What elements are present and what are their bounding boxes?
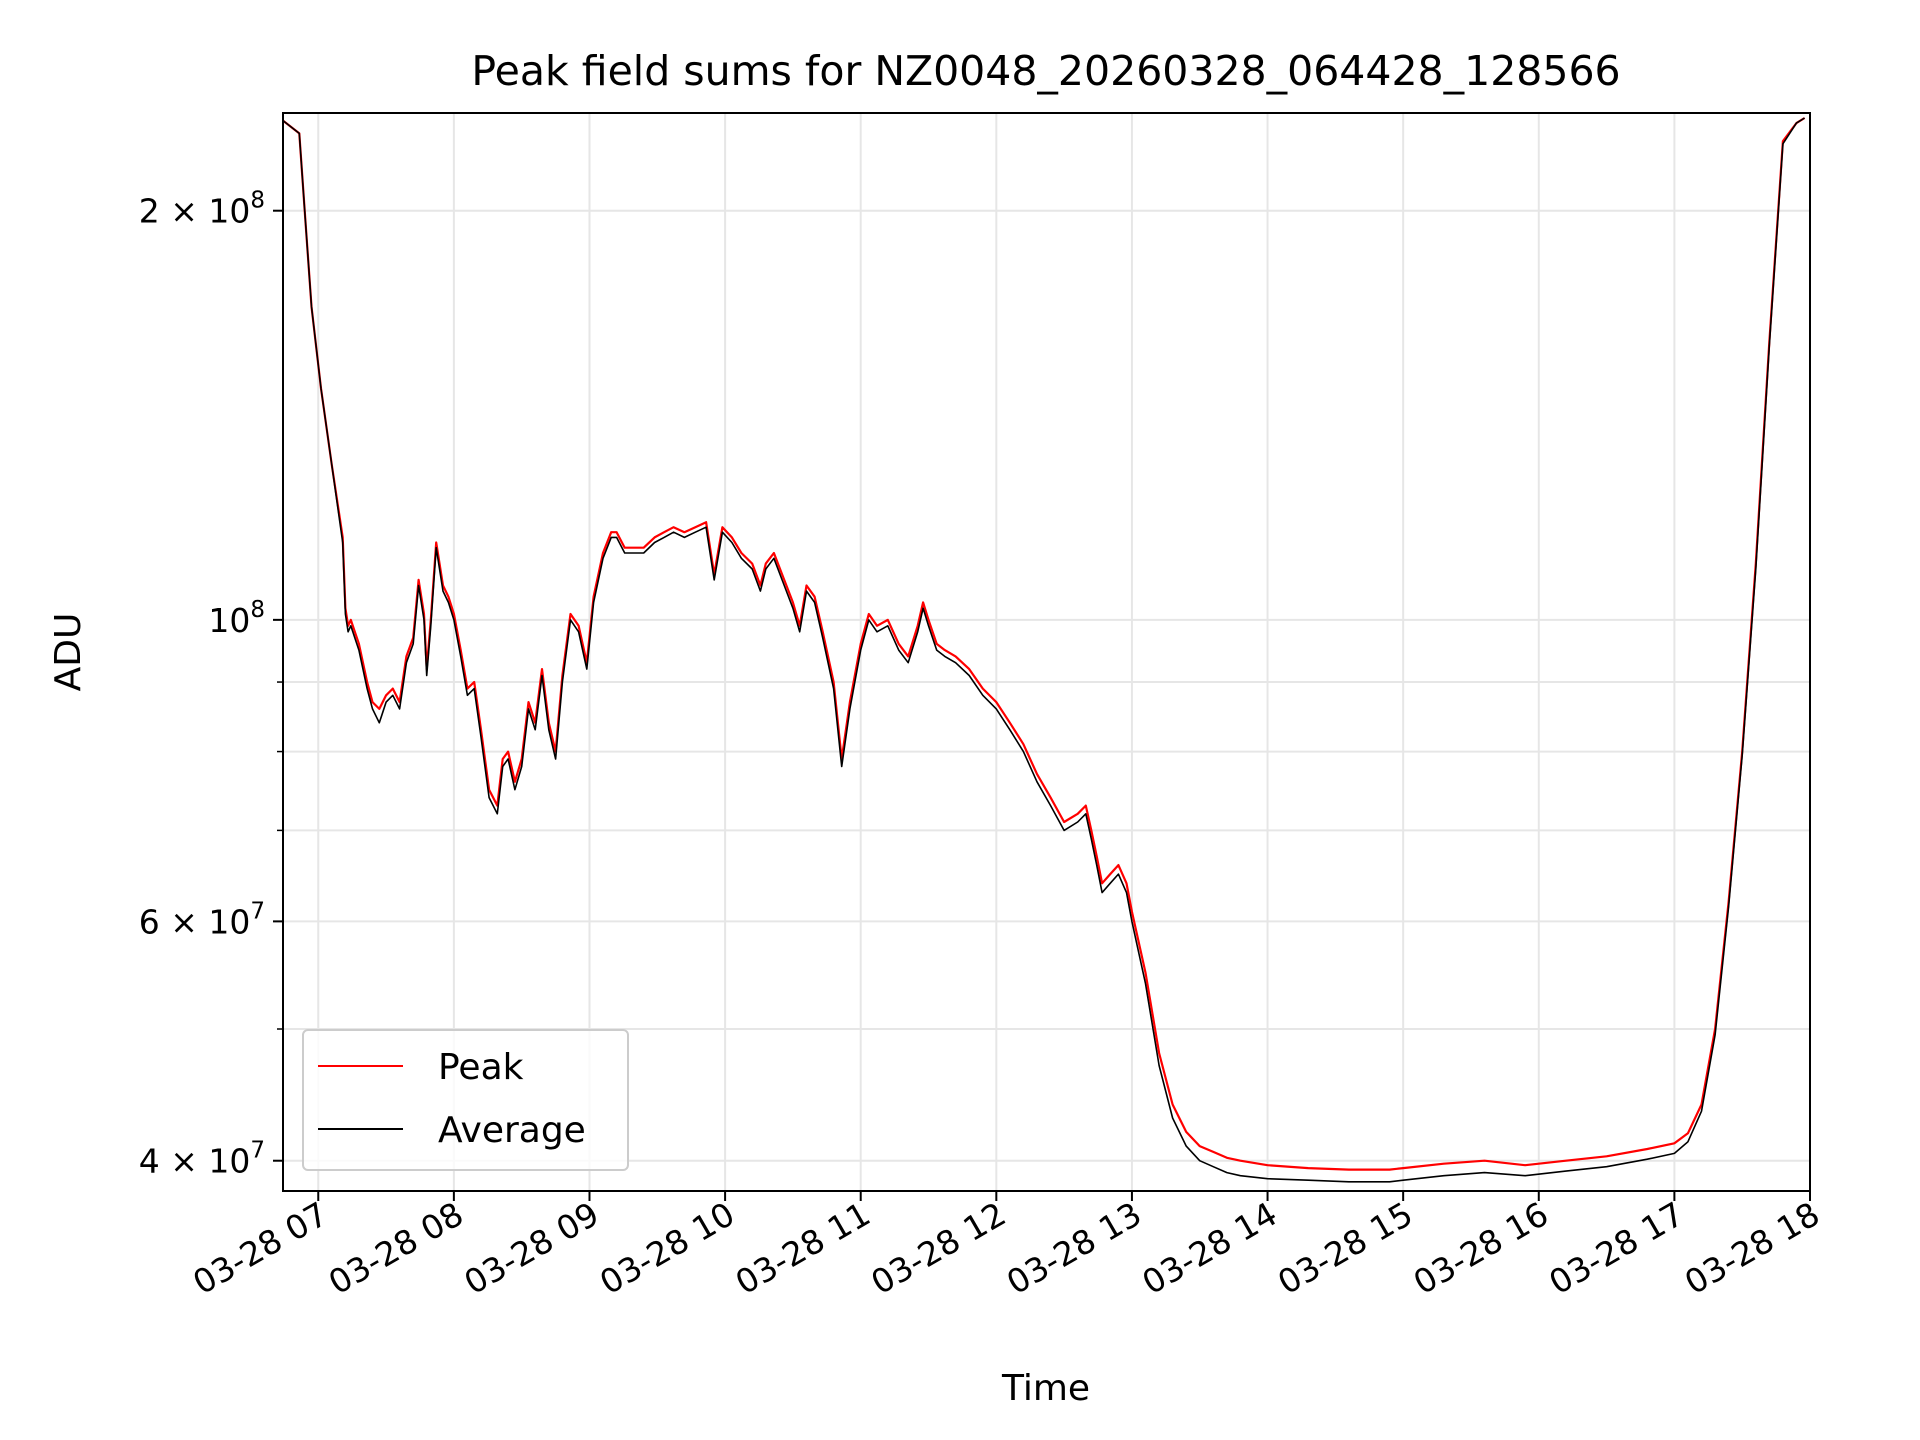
y-tick-mantissa: 2 × 10 <box>139 192 251 231</box>
chart-title: Peak field sums for NZ0048_20260328_0644… <box>471 47 1620 95</box>
average-series-line <box>282 117 1806 1183</box>
y-tick-mantissa: 6 × 10 <box>139 902 251 941</box>
y-tick-exponent: 7 <box>250 1138 265 1164</box>
plot-area <box>282 117 1806 1183</box>
x-axis-label: Time <box>1001 1368 1090 1409</box>
y-axis-label: ADU <box>48 613 89 692</box>
grid <box>283 113 1811 1191</box>
legend-peak-label: Peak <box>438 1047 524 1088</box>
legend: Peak Average <box>302 1029 629 1171</box>
y-tick-exponent: 7 <box>250 898 265 924</box>
y-tick-mantissa: 10 <box>208 601 250 640</box>
axes-frame <box>282 112 1811 1192</box>
y-tick-label: 108 <box>208 597 265 640</box>
y-tick-exponent: 8 <box>250 188 265 214</box>
legend-average-label: Average <box>438 1110 586 1151</box>
y-tick-mantissa: 4 × 10 <box>139 1142 251 1181</box>
y-tick-label: 6 × 107 <box>139 898 265 941</box>
y-tick-label: 2 × 108 <box>139 188 265 231</box>
y-tick-exponent: 8 <box>250 597 265 623</box>
y-tick-label: 4 × 107 <box>139 1138 265 1181</box>
